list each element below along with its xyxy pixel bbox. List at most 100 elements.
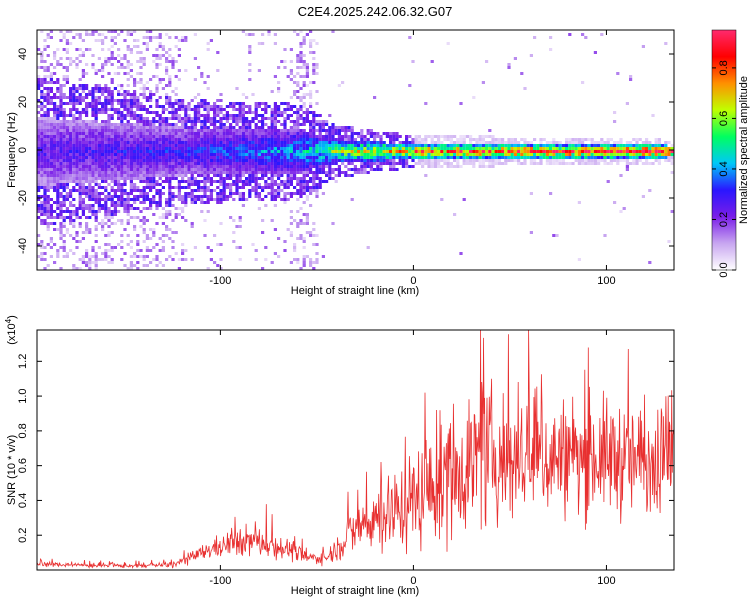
spectrogram-cell [366,144,370,147]
spectrogram-cell [302,246,306,249]
spectrogram-cell [200,195,204,198]
spectrogram-cell [85,168,89,171]
spectrogram-cell [193,33,197,36]
spectrogram-cell [238,102,242,105]
spectrogram-cell [40,129,44,132]
spectrogram-cell [117,147,121,150]
spectrogram-cell [65,156,69,159]
spectrogram-cell [149,153,153,156]
spectrogram-cell [78,135,82,138]
spectrogram-cell [289,153,293,156]
spectrogram-cell [581,81,585,84]
spectrogram-cell [289,156,293,159]
spectrogram-cell [133,129,137,132]
spectrogram-cell [181,144,185,147]
spectrogram-cell [40,150,44,153]
spectrogram-cell [181,132,185,135]
spectrogram-cell [219,117,223,120]
spectrogram-cell [107,144,111,147]
spectrogram-cell [85,195,89,198]
spectrogram-cell [49,180,53,183]
spectrogram-cell [56,63,60,66]
spectrogram-cell [46,156,50,159]
spectrogram-cell [440,144,444,147]
spectrogram-cell [149,177,153,180]
spectrogram-cell [142,216,146,219]
spectrogram-cell [555,159,559,162]
spectrogram-cell [257,105,261,108]
spectrogram-cell [555,141,559,144]
spectrogram-cell [273,33,277,36]
spectrogram-cell [315,102,319,105]
spectrogram-cell [430,60,434,63]
spectrogram-cell [542,147,546,150]
spectrogram-cell [587,153,591,156]
spectrogram-cell [321,138,325,141]
spectrogram-cell [133,195,137,198]
spectrogram-cell [94,213,98,216]
spectrogram-cell [254,177,258,180]
colorbar-label: Normalized spectral amplitude [738,76,750,224]
spectrogram-cell [289,183,293,186]
spectrogram-cell [302,96,306,99]
spectrogram-cell [49,99,53,102]
spectrogram-cell [187,162,191,165]
spectrogram-cell [302,171,306,174]
spectrogram-cell [254,102,258,105]
spectrogram-cell [165,93,169,96]
spectrogram-cell [216,69,220,72]
spectrogram-cell [40,105,44,108]
spectrogram-cell [296,153,300,156]
spectrogram-cell [81,72,85,75]
spectrogram-cell [449,138,453,141]
spectrogram-cell [629,75,633,78]
spectrogram-cell [286,198,290,201]
spectrogram-cell [59,237,63,240]
spectrogram-cell [56,183,60,186]
spectrogram-cell [155,75,159,78]
spectrogram-cell [129,141,133,144]
spectrogram-cell [139,72,143,75]
spectrogram-cell [648,189,652,192]
spectrogram-cell [533,144,537,147]
spectrogram-cell [101,177,105,180]
spectrogram-cell [469,159,473,162]
spectrogram-cell [257,120,261,123]
spectrogram-cell [603,141,607,144]
spectrogram-cell [225,132,229,135]
spectrogram-cell [65,231,69,234]
spectrogram-cell [337,129,341,132]
spectrogram-cell [267,126,271,129]
spectrogram-cell [670,156,674,159]
spectrogram-cell [376,135,380,138]
spectrogram-cell [37,141,41,144]
spectrogram-cell [136,105,140,108]
spectrogram-cell [107,90,111,93]
spectrogram-cell [622,150,626,153]
spectrogram-cell [113,165,117,168]
spectrogram-cell [62,246,66,249]
spectrogram-cell [69,222,73,225]
spectrogram-cell [389,150,393,153]
spectrogram-cell [341,156,345,159]
spectrogram-cell [126,72,130,75]
spectrogram-cell [437,141,441,144]
spectrogram-cell [40,201,44,204]
spectrogram-cell [59,144,63,147]
spectrogram-cell [43,75,47,78]
spectrogram-cell [497,162,501,165]
spectrogram-cell [635,162,639,165]
spectrogram-cell [43,210,47,213]
spectrogram-cell [385,159,389,162]
spectrogram-cell [193,57,197,60]
spectrogram-cell [91,195,95,198]
spectrogram-cell [78,171,82,174]
spectrogram-cell [481,144,485,147]
spectrogram-cell [293,141,297,144]
spectrogram-cell [261,162,265,165]
spectrogram-cell [453,150,457,153]
spectrogram-cell [110,189,114,192]
spectrogram-cell [110,213,114,216]
spectrogram-cell [344,132,348,135]
spectrogram-cell [110,171,114,174]
